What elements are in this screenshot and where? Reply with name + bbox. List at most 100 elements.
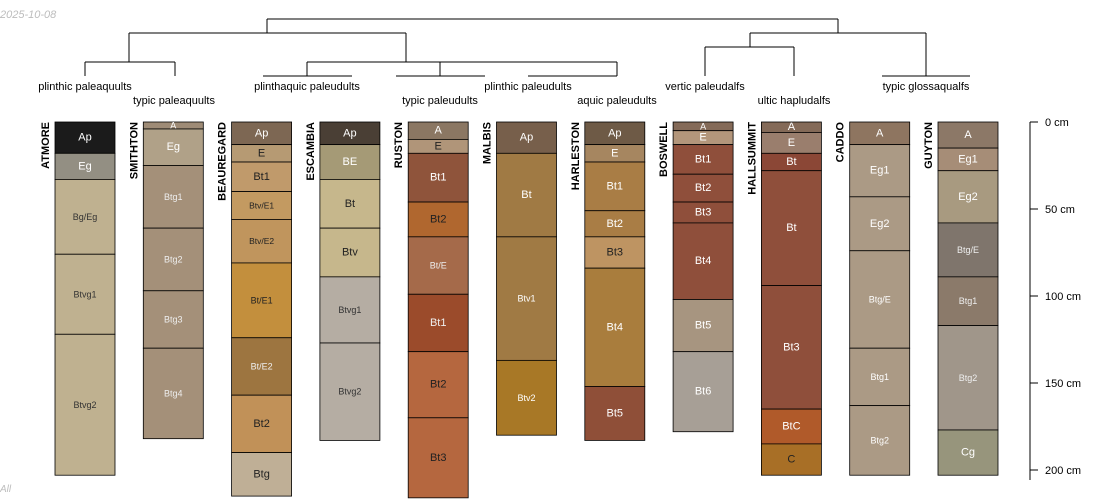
profile-name: CADDO [835,122,847,163]
horizon-block [142,290,204,349]
profile-name: GUYTON [923,122,935,169]
horizon-block [849,405,911,476]
horizon-label: Bt [521,189,531,201]
horizon-label: E [435,140,442,152]
depth-tick-label: 50 cm [1045,204,1075,216]
horizon-label: Btg2 [164,254,183,264]
horizon-block [849,196,911,252]
horizon-block [407,293,469,353]
horizon-label: E [699,132,706,144]
group-label: ultic hapludalfs [758,95,831,107]
horizon-label: Bt3 [695,206,712,218]
horizon-label: Eg [167,141,180,153]
horizon-block [937,170,999,224]
profile-name: BOSWELL [658,122,670,177]
horizon-label: Cg [961,447,975,459]
horizon-block [937,121,999,149]
profile-name: HARLESTON [570,122,582,190]
horizon-label: E [258,147,265,159]
horizon-label: Ap [608,127,621,139]
horizon-block [319,144,381,180]
depth-tick-label: 200 cm [1045,465,1081,477]
corner-note: All [0,484,12,495]
horizon-label: Btvg1 [338,305,361,315]
horizon-label: Btv1 [517,294,535,304]
horizon-label: Bt2 [253,418,270,430]
horizon-label: Bt1 [695,153,712,165]
horizon-label: E [611,147,618,159]
horizon-block [407,351,469,419]
horizon-label: Ap [78,132,91,144]
horizon-block [937,325,999,431]
horizon-label: Bt5 [607,407,624,419]
horizon-block [231,191,293,220]
horizon-label: Bt/E1 [251,295,273,305]
horizon-block [849,144,911,198]
horizon-label: Bt [786,156,796,168]
dendro-branch [749,32,927,76]
horizon-block [231,452,293,497]
horizon-label: Btg/E [869,294,891,304]
horizon-block [231,219,293,264]
depth-tick-label: 0 cm [1045,117,1069,129]
horizon-label: BE [343,156,358,168]
horizon-block [761,408,822,445]
group-label: plinthaquic paleudults [254,81,360,93]
dendro-branch [128,32,407,62]
soil-profile: ESCAMBIA Ap BE Bt Btv Btvg1 Btvg2 [305,121,381,441]
horizon-label: Bt2 [430,213,447,225]
group-label: typic paleaquults [133,95,215,107]
horizon-label: E [788,137,795,149]
horizon-label: Bt/E [430,261,447,271]
horizon-block [54,333,116,476]
horizon-block [496,359,557,436]
horizon-block [407,201,469,238]
horizon-label: A [876,127,884,139]
group-label: plinthic paleaquults [38,81,132,93]
soil-profile: CADDO A Eg1 Eg2 Btg/E Btg1 Btg2 [835,122,911,476]
profile-name: RUSTON [393,122,405,168]
horizon-label: Eg2 [870,218,890,230]
horizon-label: Eg1 [870,165,890,177]
horizon-block [849,347,911,407]
horizon-label: Btv/E1 [249,201,274,211]
horizon-label: Btvg1 [73,289,96,299]
profile-name: ATMORE [40,122,52,169]
horizon-block [849,250,911,349]
horizon-label: Bt4 [695,255,712,267]
profile-name: HALLSUMMIT [746,122,758,195]
horizon-block [54,179,116,255]
horizon-label: Bt1 [253,171,270,183]
soil-profile: HALLSUMMIT AE Bt Bt Bt3 BtC C [746,121,822,476]
horizon-label: Btvg2 [73,400,96,410]
horizon-label: Bt1 [430,317,447,329]
horizon-label: A [435,125,443,137]
horizon-label: Btv [342,247,358,259]
horizon-label: Bg/Eg [73,212,98,222]
horizon-label: Bt2 [607,218,624,230]
group-label: typic glossaqualfs [883,81,970,93]
horizon-label: Bt3 [607,247,624,259]
depth-tick-label: 100 cm [1045,291,1081,303]
horizon-block [584,161,646,212]
horizon-label: A [964,129,972,141]
horizon-block [761,443,822,476]
horizon-label: Btg1 [164,192,183,202]
horizon-block [496,236,557,361]
horizon-block [937,276,999,326]
horizon-label: A [788,121,796,133]
horizon-block [937,429,999,476]
horizon-block [142,128,204,166]
dendro-branch [84,61,176,76]
horizon-label: Eg2 [958,191,978,203]
horizon-label: Eg [78,160,91,172]
horizon-block [54,152,116,180]
horizon-label: Btg4 [164,388,183,398]
horizon-label: C [787,454,795,466]
group-label: plinthic paleudults [484,81,572,93]
dendro-branch [266,18,839,33]
horizon-label: Bt3 [783,341,800,353]
horizon-block [231,161,293,193]
depth-tick-label: 150 cm [1045,378,1081,390]
horizon-label: Btv/E2 [249,236,274,246]
